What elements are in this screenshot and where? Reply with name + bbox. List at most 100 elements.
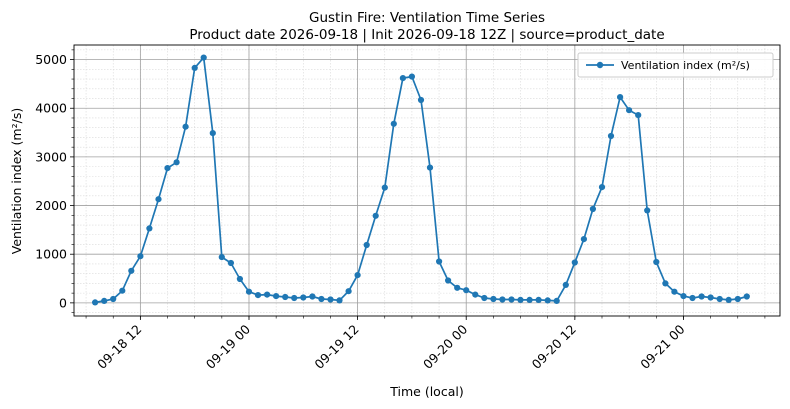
- data-point: [119, 287, 126, 294]
- data-point: [173, 159, 180, 166]
- data-point: [535, 296, 542, 303]
- x-tick-label: 09-19 12: [311, 322, 361, 372]
- data-point: [653, 258, 660, 266]
- data-point: [101, 297, 108, 304]
- data-point: [128, 267, 135, 274]
- data-point: [689, 294, 696, 302]
- data-point: [146, 225, 153, 232]
- data-point: [227, 259, 234, 267]
- axes: [73, 44, 781, 317]
- x-tick-label: 09-21 00: [637, 321, 687, 371]
- data-point: [671, 288, 678, 295]
- data-point: [716, 295, 723, 303]
- data-point: [734, 295, 741, 303]
- x-tick-label: 09-20 00: [420, 321, 470, 371]
- data-point: [300, 294, 307, 301]
- data-point: [345, 288, 352, 295]
- legend-marker-sample: [596, 61, 604, 69]
- data-point: [282, 293, 289, 301]
- data-point: [426, 164, 434, 171]
- y-tick-label: 3000: [35, 149, 67, 164]
- data-point: [644, 207, 651, 214]
- data-point: [517, 296, 524, 303]
- data-point: [110, 295, 117, 303]
- data-point: [200, 54, 207, 61]
- data-point: [354, 272, 361, 279]
- y-tick-label: 1000: [35, 247, 67, 262]
- data-point: [617, 94, 624, 101]
- data-point: [182, 123, 189, 130]
- data-point: [318, 295, 325, 303]
- data-point: [607, 132, 615, 140]
- data-point: [589, 205, 597, 213]
- x-tick-label: 09-18 12: [94, 322, 144, 372]
- data-point: [481, 294, 488, 302]
- data-point: [698, 293, 705, 300]
- data-point: [245, 288, 253, 295]
- data-point: [155, 196, 162, 203]
- data-point: [309, 293, 316, 300]
- data-point: [363, 241, 370, 249]
- data-point: [544, 297, 551, 304]
- y-tick-label: 4000: [35, 101, 67, 116]
- data-point: [191, 64, 198, 71]
- plot-frame: [73, 44, 781, 317]
- data-point: [454, 284, 461, 291]
- data-point: [164, 165, 171, 172]
- x-axis-label: Time (local): [389, 384, 463, 399]
- data-point: [381, 184, 388, 191]
- series-line: [94, 56, 748, 304]
- y-axis-label: Ventilation index (m²/s): [9, 108, 24, 254]
- data-point: [743, 293, 750, 300]
- data-point: [662, 280, 669, 287]
- data-point: [526, 296, 533, 303]
- data-point: [680, 293, 687, 300]
- data-point: [598, 184, 606, 191]
- data-point: [635, 112, 642, 119]
- data-point: [472, 291, 479, 298]
- legend-box: [577, 52, 774, 78]
- data-point: [417, 96, 425, 104]
- data-point: [408, 73, 415, 80]
- data-point: [218, 254, 225, 261]
- data-point: [580, 236, 588, 243]
- data-point: [725, 296, 732, 303]
- legend-label: Ventilation index (m²/s): [621, 59, 750, 72]
- data-point: [92, 299, 99, 306]
- data-point: [236, 275, 243, 283]
- y-tick-label: 2000: [35, 198, 67, 213]
- data-point: [209, 130, 216, 137]
- grid: [74, 45, 780, 316]
- data-point: [291, 294, 298, 302]
- data-point: [336, 297, 343, 304]
- data-point: [327, 296, 334, 303]
- x-tick-label: 09-19 00: [203, 321, 253, 371]
- chart-subtitle: Product date 2026-09-18 | Init 2026-09-1…: [189, 27, 664, 43]
- data-point: [372, 212, 379, 219]
- data-point: [436, 258, 443, 265]
- data-point: [562, 281, 569, 288]
- data-point: [571, 259, 578, 266]
- ticks: 0 1000 2000 3000 4000 5000 09-18 12 09-19 00 09-…: [35, 49, 766, 372]
- data-point: [264, 291, 271, 298]
- series-layer: [92, 54, 750, 306]
- data-point: [254, 292, 262, 299]
- x-tick-label: 09-20 12: [529, 322, 579, 372]
- data-point: [508, 296, 515, 303]
- data-point: [445, 277, 452, 284]
- y-tick-label: 5000: [35, 52, 67, 67]
- data-point: [399, 75, 406, 82]
- chart-title: Gustin Fire: Ventilation Time Series: [309, 10, 545, 26]
- data-point: [499, 296, 506, 303]
- data-point: [463, 287, 470, 294]
- y-tick-label: 0: [59, 295, 67, 310]
- data-point: [273, 293, 280, 300]
- data-point: [553, 297, 560, 304]
- legend: Ventilation index (m²/s): [577, 52, 774, 78]
- data-point: [490, 295, 497, 303]
- data-point: [137, 253, 144, 260]
- data-point: [626, 107, 633, 114]
- data-point: [707, 294, 714, 301]
- data-point: [390, 120, 397, 127]
